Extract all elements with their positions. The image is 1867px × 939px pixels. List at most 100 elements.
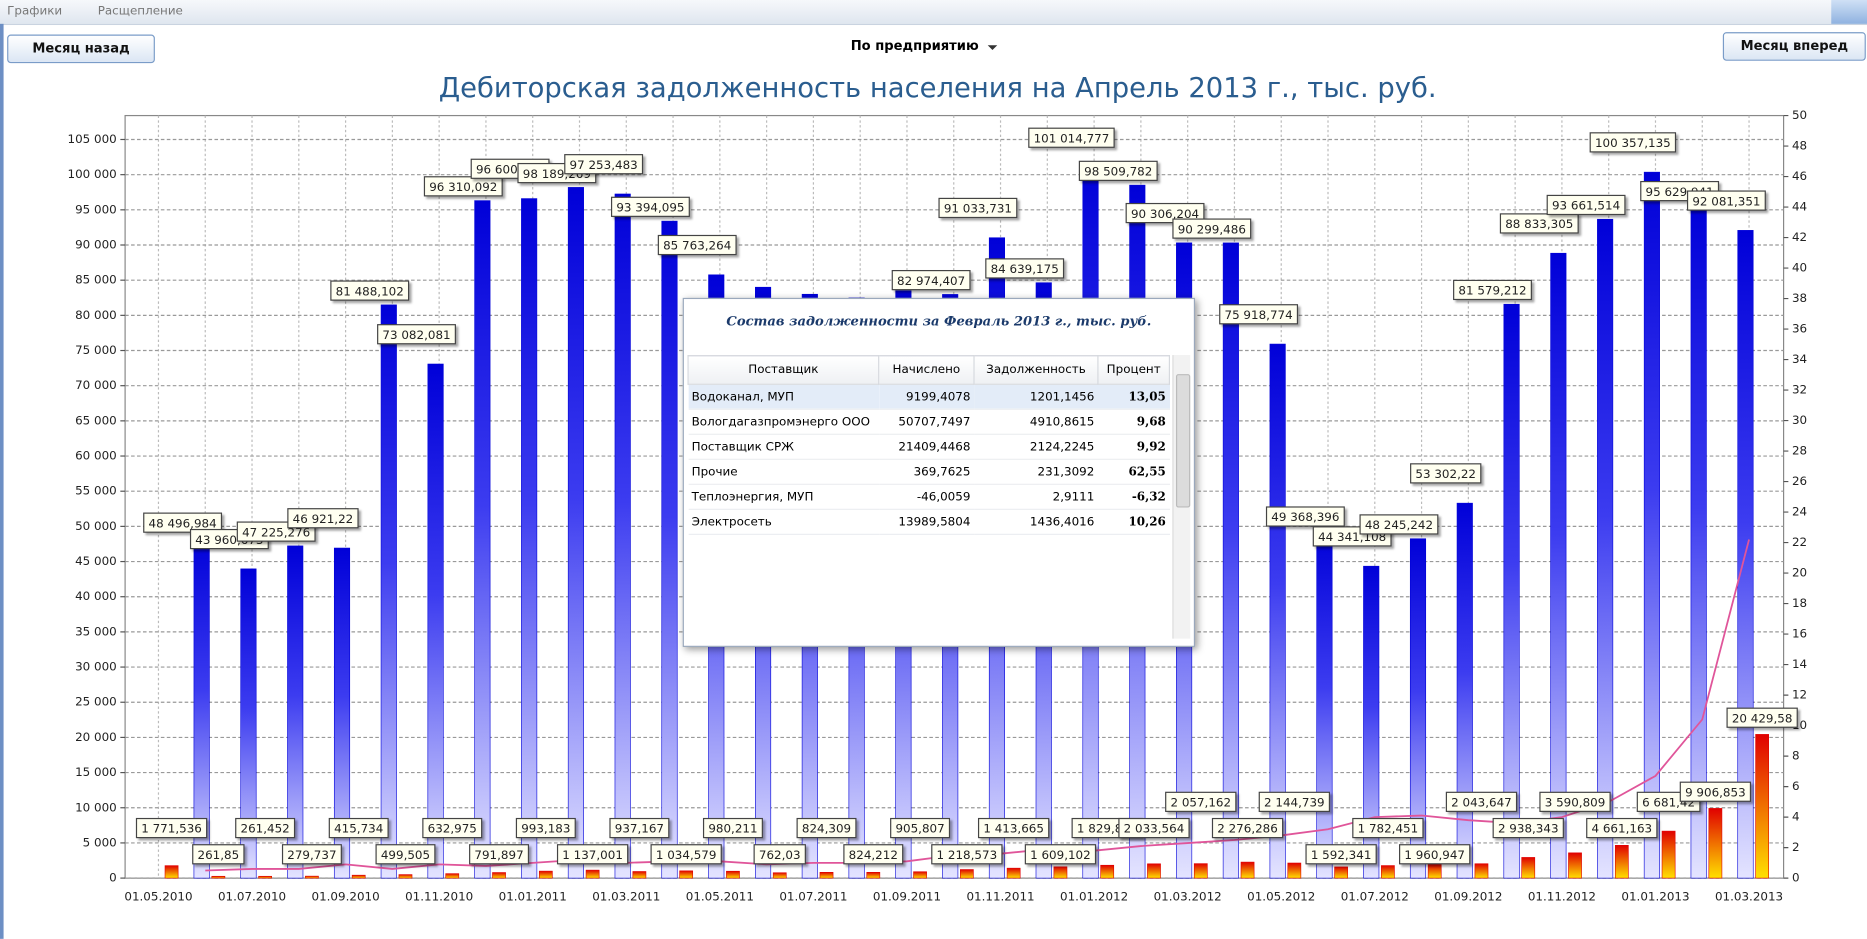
y-tick-label: 80 000 bbox=[75, 308, 117, 322]
value-label: 92 081,351 bbox=[1686, 190, 1766, 211]
column-header: Процент bbox=[1097, 355, 1171, 385]
table-cell: 10,26 bbox=[1097, 509, 1170, 535]
debt-bar bbox=[1690, 205, 1707, 879]
value-label-box bbox=[328, 817, 389, 839]
value-label: 791,897 bbox=[469, 844, 530, 865]
accrual-bar bbox=[1147, 863, 1161, 879]
value-label-box bbox=[1589, 132, 1677, 153]
y-tick-label: 55 000 bbox=[75, 484, 117, 498]
value-label: 1 034,579 bbox=[650, 844, 722, 865]
value-label-box bbox=[515, 817, 576, 839]
y2-tick-label: 12 bbox=[1792, 688, 1807, 702]
value-label: 97 253,483 bbox=[564, 154, 644, 175]
value-label: 2 276,286 bbox=[1211, 817, 1284, 839]
x-tick-label: 01.01.2013 bbox=[1621, 890, 1689, 904]
value-label: 632,975 bbox=[422, 817, 483, 839]
value-label-text: 101 014,777 bbox=[1034, 131, 1110, 145]
value-label-box bbox=[1359, 514, 1439, 535]
value-label: 88 833,305 bbox=[1499, 213, 1579, 234]
table-cell: 9,92 bbox=[1097, 434, 1170, 460]
debt-bar bbox=[661, 220, 678, 879]
value-label-text: 98 509,782 bbox=[1084, 165, 1152, 179]
value-label: 1 771,536 bbox=[135, 817, 208, 839]
value-label-box bbox=[609, 817, 670, 839]
scroll-thumb[interactable] bbox=[1175, 374, 1191, 508]
value-label: 84 639,175 bbox=[985, 258, 1065, 279]
value-label-text: 92 081,351 bbox=[1692, 194, 1760, 208]
table-cell: 21409,4468 bbox=[878, 434, 975, 460]
table-cell: 9199,4078 bbox=[878, 384, 975, 410]
value-label: 905,807 bbox=[890, 817, 951, 839]
table-cell: -6,32 bbox=[1097, 484, 1170, 510]
value-label-box bbox=[938, 197, 1018, 219]
value-label-box bbox=[657, 234, 737, 256]
column-header: Поставщик bbox=[687, 355, 880, 385]
value-label: 2 057,162 bbox=[1165, 791, 1237, 812]
accrual-bar bbox=[1614, 845, 1629, 879]
y-tick-label: 70 000 bbox=[75, 378, 117, 392]
x-tick-label: 01.09.2012 bbox=[1434, 890, 1502, 904]
x-tick-label: 01.03.2012 bbox=[1154, 890, 1222, 904]
value-label-text: 96 310,092 bbox=[429, 180, 497, 194]
debt-bar bbox=[1222, 242, 1239, 879]
debt-table: Поставщик Начислено Задолженность Процент Во… bbox=[687, 355, 1171, 535]
y-tick-label: 100 000 bbox=[68, 167, 117, 181]
accrual-bar bbox=[866, 872, 881, 879]
table-cell: Водоканал, МУП bbox=[688, 384, 879, 410]
accrual-bar bbox=[1568, 852, 1582, 879]
value-label: 91 033,731 bbox=[938, 197, 1018, 219]
menu-item[interactable]: Графики bbox=[7, 4, 63, 18]
value-label: 261,452 bbox=[235, 817, 296, 839]
value-label: 824,309 bbox=[796, 817, 857, 839]
accrual-bar bbox=[913, 871, 927, 879]
y2-tick-label: 40 bbox=[1792, 261, 1807, 275]
debt-bar bbox=[614, 193, 631, 879]
value-label-text: 48 245,242 bbox=[1365, 518, 1433, 532]
value-label-box bbox=[135, 817, 208, 839]
value-label: 2 938,343 bbox=[1492, 817, 1564, 839]
y2-tick-label: 34 bbox=[1792, 352, 1807, 366]
prev-month-button[interactable]: Месяц назад bbox=[7, 34, 155, 64]
value-label-box bbox=[650, 844, 722, 865]
value-label-text: 993,183 bbox=[521, 822, 570, 836]
enterprise-dropdown[interactable]: По предприятию bbox=[845, 33, 1005, 60]
value-label: 2 043,647 bbox=[1445, 791, 1518, 812]
x-tick-label: 01.11.2011 bbox=[966, 890, 1034, 904]
y2-tick-label: 28 bbox=[1792, 444, 1807, 458]
menu-item[interactable]: Расщепление bbox=[97, 4, 183, 18]
debt-bar bbox=[1503, 303, 1520, 879]
y-tick-label: 0 bbox=[109, 871, 117, 885]
accrual-bar bbox=[1334, 866, 1348, 879]
value-label-box bbox=[1118, 817, 1190, 839]
value-label: 980,211 bbox=[702, 817, 763, 839]
table-cell: 1201,1456 bbox=[974, 384, 1098, 410]
scrollbar[interactable] bbox=[1172, 355, 1191, 639]
value-label-text: 46 921,22 bbox=[293, 512, 354, 526]
next-month-button[interactable]: Месяц вперед bbox=[1722, 32, 1866, 61]
value-label-text: 88 833,305 bbox=[1505, 217, 1573, 231]
value-label-box bbox=[1172, 218, 1252, 239]
value-label: 1 960,947 bbox=[1399, 844, 1471, 865]
value-label: 75 918,774 bbox=[1219, 304, 1299, 325]
value-label: 93 661,514 bbox=[1546, 194, 1626, 216]
value-label-box bbox=[422, 817, 483, 839]
y2-tick-label: 38 bbox=[1792, 291, 1807, 305]
value-label-box bbox=[564, 154, 644, 175]
y-tick-label: 65 000 bbox=[75, 413, 117, 427]
y-tick-label: 105 000 bbox=[68, 132, 117, 146]
value-label: 98 509,782 bbox=[1078, 160, 1158, 181]
x-tick-label: 01.01.2011 bbox=[499, 890, 567, 904]
value-label: 824,212 bbox=[843, 844, 904, 865]
accrual-bar bbox=[351, 874, 366, 879]
value-label-text: 791,897 bbox=[474, 848, 523, 862]
value-label-box bbox=[1399, 844, 1471, 865]
value-label-text: 81 579,212 bbox=[1458, 284, 1526, 298]
y2-tick-label: 6 bbox=[1792, 779, 1800, 793]
accrual-bar bbox=[679, 870, 694, 879]
value-label: 762,03 bbox=[753, 844, 806, 865]
table-cell: Теплоэнергия, МУП bbox=[688, 484, 879, 510]
column-header: Задолженность bbox=[973, 355, 1099, 385]
value-label: 9 906,853 bbox=[1679, 781, 1752, 802]
table-cell: Поставщик СРЖ bbox=[688, 434, 879, 460]
accrual-bar bbox=[1427, 864, 1442, 879]
